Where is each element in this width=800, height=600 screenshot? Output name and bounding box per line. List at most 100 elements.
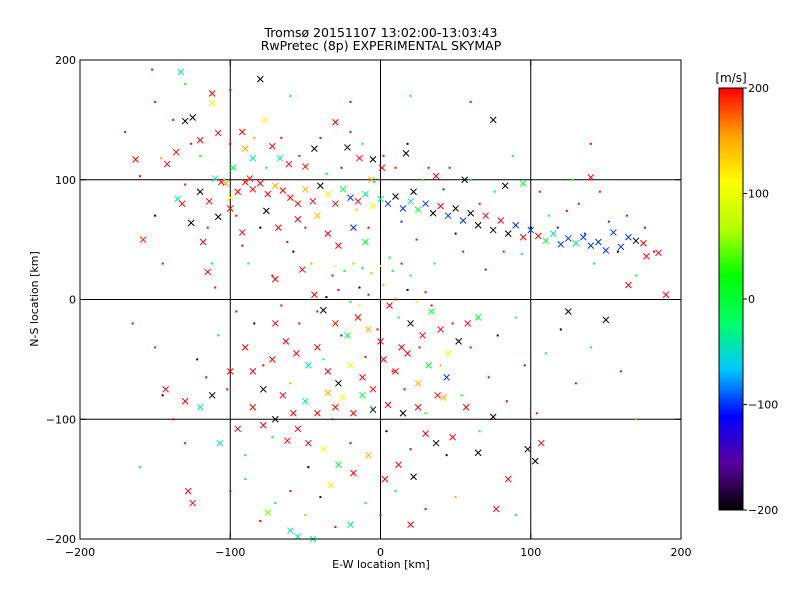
data-point-cross <box>504 230 512 237</box>
data-point-cross <box>196 403 204 411</box>
data-point-dot <box>496 334 499 337</box>
data-point-dot <box>634 274 637 277</box>
data-point-dot <box>289 94 292 97</box>
data-point-dot <box>388 256 391 259</box>
grid-lines <box>80 60 681 539</box>
data-point-cross <box>347 362 354 369</box>
data-point-dot <box>229 142 232 145</box>
data-point-dot <box>397 316 400 319</box>
data-point-cross <box>398 344 405 351</box>
data-point-cross <box>537 439 545 447</box>
data-point-cross <box>249 403 257 411</box>
data-point-dot <box>385 430 388 433</box>
data-point-cross <box>564 235 572 242</box>
data-point-dot <box>469 346 472 349</box>
data-point-cross <box>350 224 357 232</box>
data-point-cross <box>557 241 565 248</box>
data-point-dot <box>421 178 424 181</box>
data-point-cross <box>249 154 257 162</box>
data-point-cross <box>455 338 462 345</box>
data-point-cross <box>432 439 440 447</box>
data-point-dot <box>160 157 163 160</box>
data-point-dot <box>259 520 262 523</box>
data-point-dot <box>289 382 292 385</box>
data-point-cross <box>238 128 246 136</box>
data-point-cross <box>386 302 393 309</box>
data-point-dot <box>511 154 514 157</box>
data-point-dot <box>226 388 229 391</box>
data-point-dot <box>349 100 352 103</box>
data-point-cross <box>261 116 269 124</box>
colorbar-tick-label: −200 <box>748 504 778 517</box>
data-point-cross <box>162 385 169 393</box>
data-point-cross <box>208 99 216 107</box>
data-point-dot <box>253 136 256 139</box>
data-point-cross <box>187 219 195 227</box>
data-point-cross <box>359 373 366 381</box>
data-point-cross <box>407 197 414 205</box>
data-point-cross <box>474 221 482 229</box>
data-point-dot <box>310 262 313 265</box>
data-point-dot <box>154 346 157 349</box>
data-point-cross <box>286 527 294 534</box>
data-point-dot <box>319 496 322 499</box>
data-point-cross <box>324 389 332 397</box>
data-point-dot <box>235 310 238 313</box>
data-point-dot <box>271 436 274 439</box>
data-point-dot <box>184 82 187 85</box>
data-point-dot <box>334 526 337 529</box>
data-point-cross <box>474 449 482 457</box>
data-point-dot <box>520 252 523 255</box>
data-point-cross <box>399 205 407 212</box>
data-point-cross <box>402 150 410 157</box>
data-point-cross <box>524 445 532 453</box>
data-point-cross <box>246 175 254 182</box>
data-point-cross <box>404 350 411 357</box>
data-point-dot <box>304 514 307 517</box>
data-point-cross <box>350 409 357 417</box>
data-point-cross <box>214 129 222 137</box>
data-point-cross <box>602 247 610 254</box>
data-point-cross <box>625 281 632 289</box>
data-point-cross <box>332 200 339 208</box>
data-point-cross <box>368 176 375 184</box>
data-point-dot <box>454 232 457 235</box>
colorbar-label: [m/s] <box>715 71 746 85</box>
data-point-dot <box>442 188 445 191</box>
data-point-cross <box>314 344 321 351</box>
data-point-cross <box>226 367 234 375</box>
data-point-cross <box>181 117 189 125</box>
data-point-dot <box>292 250 295 253</box>
data-point-dot <box>478 202 481 205</box>
data-point-dot <box>460 394 463 397</box>
data-point-dot <box>502 250 505 253</box>
data-point-dot <box>286 241 289 244</box>
data-point-cross <box>362 190 369 198</box>
data-point-dot <box>206 226 209 229</box>
data-point-dot <box>223 178 226 181</box>
data-point-cross <box>216 439 224 447</box>
data-point-cross <box>320 306 327 314</box>
data-point-dot <box>430 304 433 307</box>
data-point-cross <box>407 320 414 327</box>
data-point-dot <box>364 355 367 358</box>
data-point-dot <box>280 136 283 139</box>
data-point-cross <box>344 332 351 339</box>
data-point-dot <box>409 274 412 277</box>
data-point-dot <box>448 166 451 169</box>
data-point-cross <box>238 229 246 236</box>
data-point-dot <box>331 418 334 421</box>
data-point-dot <box>424 508 427 511</box>
data-point-cross <box>335 242 342 249</box>
data-point-cross <box>294 200 302 208</box>
data-point-dot <box>124 130 127 133</box>
data-point-cross <box>226 205 234 212</box>
data-point-dot <box>379 264 382 267</box>
data-point-cross <box>531 457 539 465</box>
data-point-dot <box>367 293 370 296</box>
data-point-cross <box>256 179 264 187</box>
data-point-cross <box>324 230 332 237</box>
data-point-cross <box>347 194 354 202</box>
data-point-dot <box>415 238 418 241</box>
